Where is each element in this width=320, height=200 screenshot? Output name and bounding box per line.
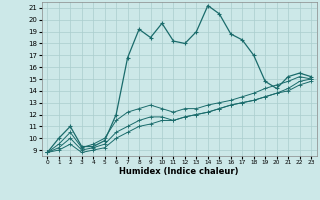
X-axis label: Humidex (Indice chaleur): Humidex (Indice chaleur) [119, 167, 239, 176]
